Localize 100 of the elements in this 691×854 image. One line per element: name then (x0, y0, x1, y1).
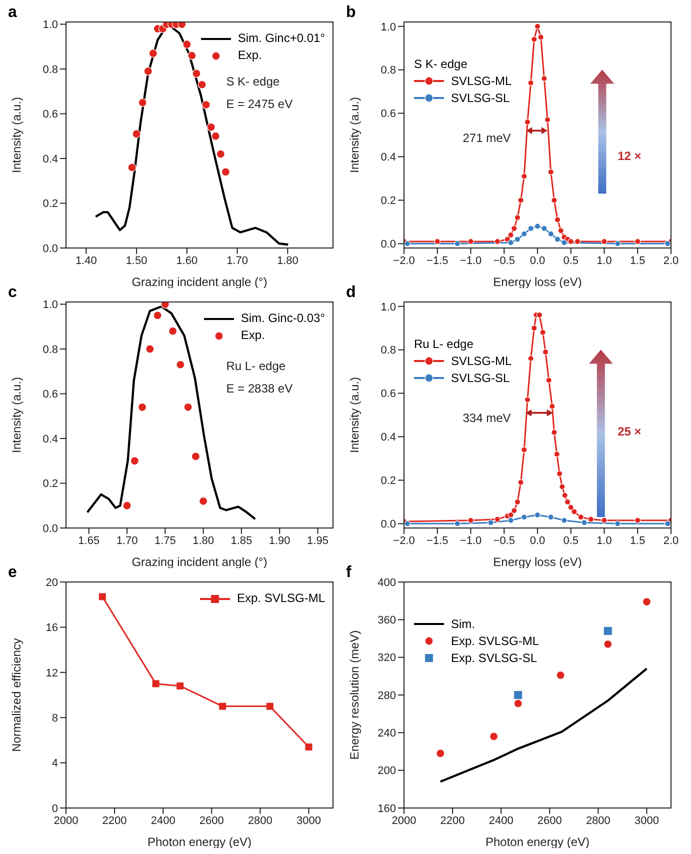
y-tick-label: 0.0 (42, 242, 58, 255)
chart-title: d (346, 284, 356, 302)
point (551, 429, 558, 436)
point (518, 479, 524, 486)
x-tick-label: 1.70 (226, 254, 248, 267)
y-tick-label: 8 (52, 712, 58, 725)
chart-title: b (346, 4, 356, 22)
y-tick-label: 0.4 (380, 152, 396, 164)
point (524, 396, 531, 403)
y-axis-title: Intensity (a.u.) (347, 376, 362, 454)
point (184, 402, 192, 412)
y-tick-label: 0.2 (380, 475, 396, 488)
chart-title: e (8, 564, 17, 582)
legend-title: S K- edge (414, 56, 468, 73)
point (521, 230, 528, 237)
y-axis-title: Intensity (a.u.) (9, 376, 24, 454)
point (199, 496, 208, 506)
point (528, 80, 534, 86)
point (130, 456, 139, 466)
point (216, 150, 225, 158)
y-tick-label: 16 (46, 622, 58, 634)
point (494, 516, 501, 522)
point (266, 702, 274, 710)
y-tick-label: 0.4 (42, 433, 58, 446)
point (211, 132, 220, 140)
point (538, 34, 544, 40)
x-tick-label: 2.0 (663, 254, 679, 267)
point (548, 514, 554, 520)
point (536, 312, 543, 318)
y-tick-label: 12 (46, 667, 58, 680)
chart-title: a (8, 4, 17, 22)
point (514, 236, 521, 242)
y-axis-title: Normalized efficiency (9, 638, 24, 752)
y-tick-label: 0.2 (42, 478, 58, 490)
point (468, 517, 474, 524)
chart-title: f (346, 564, 352, 582)
legend-label: Exp. SVLSG-ML (451, 632, 540, 650)
point (634, 238, 641, 245)
point (531, 36, 538, 42)
legend-label: SVLSG-ML (451, 72, 512, 90)
y-tick-label: 1.0 (380, 301, 396, 314)
legend-label: Sim. Ginc+0.01° (238, 30, 325, 47)
point (561, 517, 568, 524)
x-tick-label: 0.5 (563, 254, 579, 267)
x-tick-label: 2400 (488, 814, 514, 827)
point (191, 452, 200, 461)
x-tick-label: 0.5 (563, 534, 579, 547)
y-tick-label: 1.0 (42, 19, 58, 32)
point (664, 520, 671, 527)
point (614, 240, 621, 247)
annotation: S K- edge (226, 74, 280, 88)
x-tick-label: 3000 (296, 814, 321, 827)
point (514, 214, 521, 221)
point (404, 240, 410, 247)
x-tick-label: 1.70 (116, 534, 138, 547)
point (468, 238, 474, 245)
point (148, 49, 158, 58)
annotation: E = 2838 eV (226, 381, 293, 396)
point (528, 355, 534, 362)
y-tick-label: 0.8 (380, 344, 396, 357)
y-tick-label: 240 (378, 728, 396, 740)
x-tick-label: 2800 (586, 814, 610, 827)
point (534, 223, 541, 230)
legend-label: SVLSG-SL (451, 370, 510, 387)
point (664, 240, 671, 247)
point (541, 225, 548, 232)
point (544, 116, 551, 123)
point (528, 225, 534, 232)
x-tick-label: −1.5 (426, 254, 448, 267)
point (434, 238, 440, 245)
x-tick-label: 1.90 (268, 534, 290, 547)
x-tick-label: 1.65 (78, 534, 100, 547)
x-tick-label: 1.0 (596, 534, 612, 547)
point (518, 197, 524, 204)
y-tick-label: 400 (378, 576, 396, 589)
point (176, 682, 184, 690)
point (601, 238, 608, 245)
point (556, 670, 565, 680)
point (188, 51, 196, 60)
x-tick-label: 1.50 (126, 254, 148, 267)
x-tick-label: −2.0 (393, 534, 415, 547)
x-tick-label: 1.95 (307, 534, 328, 547)
point (494, 238, 501, 245)
point (98, 593, 106, 600)
point (568, 238, 574, 245)
y-axis-title: Intensity (a.u.) (347, 96, 362, 174)
x-tick-label: −1.0 (460, 254, 482, 267)
point (144, 66, 152, 76)
point (534, 512, 541, 518)
point (178, 22, 186, 29)
y-tick-label: 0.8 (380, 64, 396, 77)
point (128, 163, 136, 172)
x-tick-label: 0.0 (530, 254, 546, 267)
legend-label: Exp. SVLSG-SL (451, 650, 538, 667)
y-tick-label: 280 (378, 690, 396, 702)
point (132, 130, 141, 138)
y-tick-label: 1.0 (380, 21, 396, 34)
x-tick-label: 1.5 (630, 534, 646, 547)
y-tick-label: 4 (52, 758, 58, 770)
point (542, 348, 549, 356)
